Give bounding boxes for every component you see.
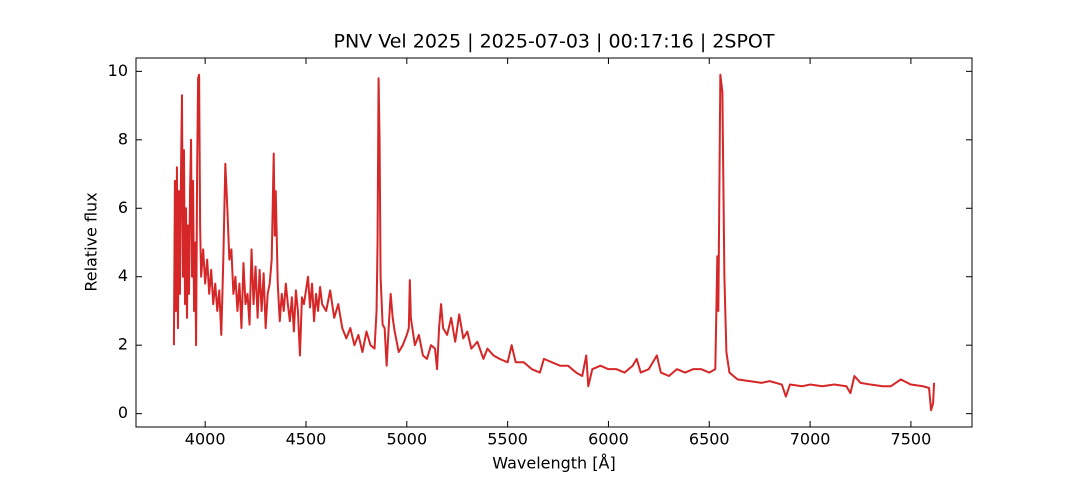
x-tick-label: 6000 — [588, 430, 629, 449]
y-tick-label: 4 — [118, 266, 128, 285]
y-axis-label: Relative flux — [82, 192, 101, 291]
x-axis-label: Wavelength [Å] — [492, 454, 615, 473]
spectrum-line — [172, 73, 936, 412]
x-tick-label: 7500 — [891, 430, 932, 449]
y-tick-label: 6 — [118, 198, 128, 217]
y-tick-label: 10 — [108, 61, 128, 80]
y-tick-label: 8 — [118, 129, 128, 148]
x-tick-label: 7000 — [790, 430, 831, 449]
y-tick-label: 2 — [118, 335, 128, 354]
y-tick-label: 0 — [118, 403, 128, 422]
x-tick-label: 4000 — [185, 430, 226, 449]
x-tick-label: 5000 — [386, 430, 427, 449]
x-tick-label: 5500 — [487, 430, 528, 449]
x-tick-label: 6500 — [689, 430, 730, 449]
x-tick-label: 4500 — [286, 430, 327, 449]
plot-frame — [135, 57, 973, 428]
chart-title: PNV Vel 2025 | 2025-07-03 | 00:17:16 | 2… — [334, 31, 775, 53]
